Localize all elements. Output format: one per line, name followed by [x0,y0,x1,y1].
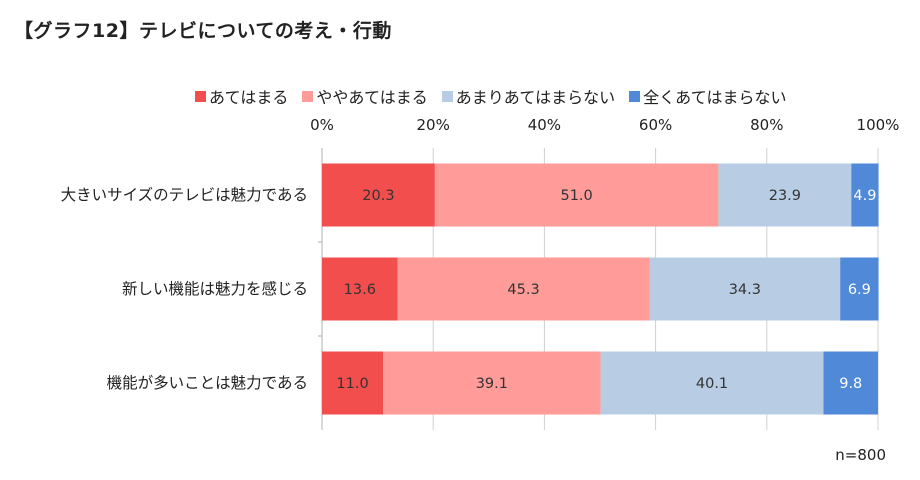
data-label-1-0: 13.6 [344,282,376,298]
data-label-0-2: 23.9 [769,188,801,204]
x-tick-label-0: 0% [310,116,334,134]
data-label-1-1: 45.3 [507,282,539,298]
data-label-0-3: 4.9 [853,188,876,204]
legend: あてはまる ややあてはまる あまりあてはまらない 全くあてはまらない [195,84,787,108]
bar-1-2 [649,257,841,321]
bar-2-2 [600,351,824,415]
bar-0-2 [718,163,852,227]
data-label-0-0: 20.3 [362,188,394,204]
bar-1-3 [840,257,879,321]
legend-item-mattaku-atehamaranai: 全くあてはまらない [629,84,787,108]
bar-0-0 [322,163,435,227]
legend-label-yaya-atehamaru: ややあてはまる [316,88,428,107]
legend-swatch-amari-atehamaranai [441,90,453,102]
data-label-2-0: 11.0 [336,376,368,392]
bar-1-1 [397,257,650,321]
data-label-2-3: 9.8 [839,376,862,392]
data-label-1-3: 6.9 [848,282,871,298]
x-tick-label-3: 60% [639,116,672,134]
x-tick-label-2: 40% [528,116,561,134]
legend-item-yaya-atehamaru: ややあてはまる [302,84,428,108]
legend-swatch-atehamaru [195,90,206,102]
bar-2-3 [823,351,878,415]
x-tick-label-4: 80% [750,116,783,134]
legend-item-atehamaru: あてはまる [195,84,288,108]
category-label-1: 新しい機能は魅力を感じる [122,280,308,298]
data-label-2-1: 39.1 [476,376,508,392]
bar-2-1 [383,351,601,415]
legend-label-amari-atehamaranai: あまりあてはまらない [455,88,616,107]
bar-0-1 [434,163,719,227]
x-tick-label-1: 20% [417,116,450,134]
x-tick-label-5: 100% [857,116,900,134]
bar-2-0 [322,351,384,415]
category-label-0: 大きいサイズのテレビは魅力である [61,186,308,204]
chart-title: 【グラフ12】テレビについての考え・行動 [14,20,392,42]
bar-1-0 [322,257,398,321]
data-label-2-2: 40.1 [696,376,728,392]
sample-size-note: n=800 [835,446,886,464]
data-label-0-1: 51.0 [560,188,592,204]
bar-0-3 [851,163,879,227]
legend-swatch-mattaku-atehamaranai [629,90,641,102]
legend-label-atehamaru: あてはまる [209,88,289,107]
legend-swatch-yaya-atehamaru [302,90,314,102]
category-label-2: 機能が多いことは魅力である [107,374,308,392]
legend-label-mattaku-atehamaranai: 全くあてはまらない [643,88,787,107]
legend-item-amari-atehamaranai: あまりあてはまらない [441,84,616,108]
data-label-1-2: 34.3 [729,282,761,298]
